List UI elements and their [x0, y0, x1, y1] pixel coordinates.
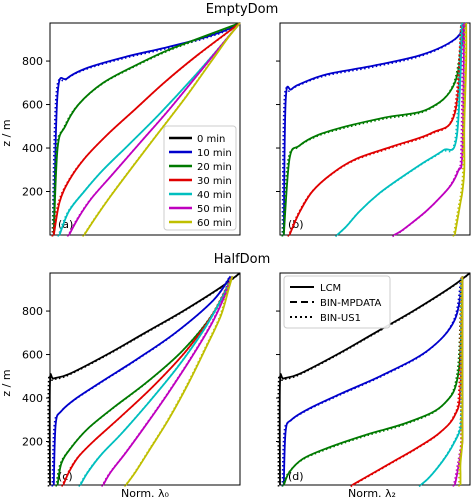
series-line-dotted-40-min — [57, 23, 240, 237]
panel-b-frame — [279, 22, 471, 236]
title-emptydom: EmptyDom — [206, 2, 279, 17]
tick-layer: 200 400 600 800 200 400 600 800 — [22, 55, 280, 449]
series-line-dotted-30-min — [61, 277, 232, 487]
y-tick-label: 800 — [22, 305, 43, 318]
series-line-dotted-10-min — [51, 23, 239, 237]
series-line-50-min — [102, 275, 234, 486]
ylabel-top: z / m — [0, 119, 13, 146]
y-tick-label: 600 — [22, 99, 43, 112]
y-tick-label: 800 — [22, 55, 43, 68]
y-tick-label: 400 — [22, 142, 43, 155]
legend-us1-label: BIN-US1 — [320, 313, 361, 324]
y-tick-label: 200 — [22, 436, 43, 449]
y-tick-label: 400 — [22, 392, 43, 405]
series-line-20-min — [282, 22, 466, 236]
series-line-dotted-20-min — [281, 277, 462, 487]
series-line-dotted-60-min — [123, 277, 232, 487]
series-line-dotted-20-min — [55, 277, 232, 487]
series-line-dotted-60-min — [452, 24, 466, 237]
legend-entry-label: 10 min — [197, 148, 232, 159]
legend-mpdata-label: BIN-MPDATA — [320, 298, 381, 309]
series-line-dotted-0-min — [277, 273, 469, 487]
y-tick-label: 200 — [22, 186, 43, 199]
series-line-0-min — [48, 272, 241, 486]
legend-lcm-label: LCM — [320, 283, 341, 294]
series-line-dotted-0-min — [47, 273, 239, 487]
legend-time-entries: 0 min 10 min 20 min 30 min 40 min 50 min 60 mi… — [169, 134, 232, 229]
series-line-dotted-30-min — [287, 24, 462, 237]
series-line-dotted-50-min — [392, 24, 464, 238]
series-line-30-min — [288, 22, 464, 236]
ylabel-bottom: z / m — [0, 369, 13, 396]
title-halfdom: HalfDom — [214, 252, 271, 267]
series-line-dotted-60-min — [82, 24, 240, 237]
series-line-20-min — [282, 276, 464, 486]
legend-scheme: LCM BIN-MPDATA BIN-US1 — [283, 275, 391, 329]
series-line-dotted-50-min — [66, 23, 240, 237]
series-line-dotted-30-min — [51, 23, 239, 237]
legend-entry-label: 60 min — [197, 218, 232, 229]
series-line-dotted-50-min — [101, 277, 232, 487]
series-line-0-min — [278, 272, 471, 486]
series-line-30-min — [52, 22, 241, 236]
series-line-dotted-30-min — [350, 277, 462, 488]
y-tick-label: 600 — [22, 349, 43, 362]
series-line-50-min — [393, 22, 466, 236]
series-line-dotted-20-min — [51, 23, 239, 237]
series-line-60-min — [453, 22, 468, 236]
panel-a-frame — [49, 22, 241, 236]
legend-scheme-box — [283, 275, 391, 329]
series-line-dotted-10-min — [281, 24, 466, 237]
series-layer — [47, 22, 471, 488]
xlabel-c: Norm. λ₀ — [121, 487, 170, 500]
series-line-dotted-10-min — [51, 277, 230, 487]
legend-entry-label: 0 min — [197, 134, 225, 145]
series-line-60-min — [83, 22, 241, 236]
legend-entry-label: 20 min — [197, 162, 232, 173]
legend-time: 0 min 10 min 20 min 30 min 40 min 50 min 60 mi… — [163, 125, 237, 231]
legend-entry-label: 30 min — [197, 176, 232, 187]
series-line-dotted-40-min — [78, 277, 232, 487]
panel-c-frame — [49, 272, 241, 486]
xlabel-d: Norm. λ₂ — [348, 487, 396, 500]
series-line-dotted-10-min — [281, 277, 462, 487]
series-line-10-min — [282, 22, 467, 236]
series-line-60-min — [459, 276, 464, 485]
series-line-dotted-50-min — [452, 277, 462, 487]
series-line-20-min — [52, 22, 241, 236]
series-line-dotted-60-min — [458, 277, 462, 487]
series-line-10-min — [52, 22, 241, 236]
legend-entry-label: 50 min — [197, 204, 232, 215]
panel-label-d: (d) — [288, 470, 304, 483]
legend-entry-label: 40 min — [197, 190, 232, 201]
